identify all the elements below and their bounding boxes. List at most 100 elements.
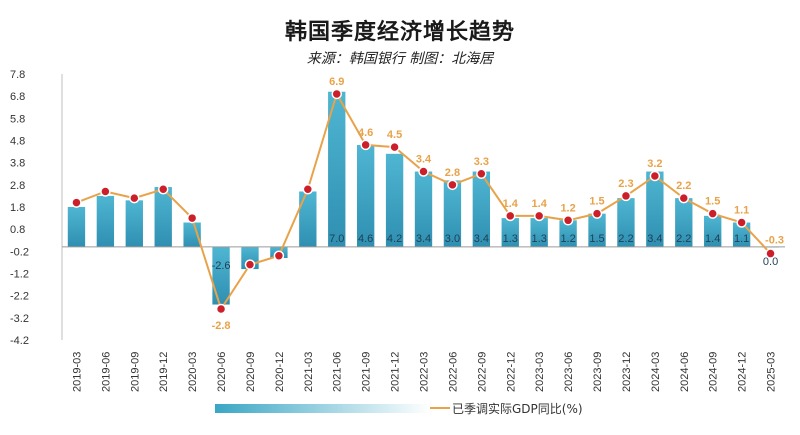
- line-data-label: 1.5: [705, 196, 720, 208]
- x-tick-label: 2020-03: [187, 352, 199, 392]
- bar: [67, 207, 86, 247]
- x-tick-label: 2024-09: [708, 352, 720, 392]
- bar: [588, 213, 606, 247]
- line-data-label: -0.3: [765, 235, 784, 247]
- x-tick-label: 2023-06: [563, 352, 575, 392]
- line-point: [389, 141, 400, 153]
- bar: [328, 91, 346, 247]
- bar: [443, 180, 462, 247]
- bar: [530, 218, 548, 247]
- x-tick-label: 2019-09: [129, 352, 141, 392]
- bar-data-label: 0.0: [763, 256, 778, 268]
- bar-data-label: 1.3: [503, 233, 518, 245]
- line-data-label: 3.2: [647, 158, 662, 170]
- line-point: [620, 190, 632, 202]
- line-point: [331, 88, 342, 100]
- line-point: [215, 303, 227, 315]
- x-tick-label: 2020-12: [274, 352, 286, 392]
- y-tick-label: 5.8: [10, 113, 25, 125]
- line-point: [533, 210, 545, 222]
- line-data-label: 4.5: [387, 129, 402, 141]
- bar: [414, 171, 433, 247]
- x-tick-label: 2021-12: [390, 352, 402, 392]
- y-tick-label: 6.8: [10, 91, 25, 103]
- line-point: [649, 170, 661, 182]
- line-point: [447, 179, 458, 191]
- line-data-label: 4.6: [358, 127, 373, 139]
- x-tick-label: 2024-03: [650, 352, 662, 392]
- bar: [646, 171, 664, 247]
- legend-line-label: 已季调实际GDP同比(%): [452, 401, 583, 416]
- y-tick-label: -4.2: [10, 335, 29, 347]
- legend: 已季调实际GDP同比(%): [215, 401, 583, 416]
- line-point: [678, 192, 690, 204]
- bar-data-label: 4.2: [387, 233, 402, 245]
- line-point: [505, 210, 516, 222]
- bar: [299, 191, 317, 247]
- line-point: [360, 139, 371, 151]
- y-tick-label: 3.8: [10, 158, 25, 170]
- y-tick-label: 2.8: [10, 180, 25, 192]
- line-data-label: 1.4: [532, 198, 548, 210]
- y-tick-label: -0.2: [10, 246, 29, 258]
- line-point: [591, 208, 603, 219]
- bar: [472, 171, 491, 247]
- y-tick-label: 4.8: [10, 136, 25, 148]
- line-data-label: 2.8: [445, 167, 460, 179]
- line-data-label: 3.4: [416, 154, 432, 166]
- bar-data-label: -2.6: [212, 260, 231, 272]
- line-data-label: 6.9: [329, 76, 344, 88]
- line-point: [186, 212, 198, 224]
- line-point: [273, 250, 285, 262]
- bar: [154, 187, 172, 247]
- line-point: [707, 208, 718, 219]
- line-point: [244, 259, 256, 270]
- y-tick-label: -1.2: [10, 269, 29, 281]
- y-tick-label: 1.8: [10, 202, 25, 214]
- x-tick-label: 2021-09: [361, 352, 373, 392]
- line-data-label: 1.1: [734, 205, 749, 217]
- x-tick-label: 2022-06: [447, 352, 459, 392]
- x-tick-label: 2020-06: [216, 352, 228, 392]
- line-point: [418, 166, 429, 177]
- line-point: [736, 217, 747, 228]
- x-tick-label: 2021-06: [332, 352, 344, 392]
- bar: [385, 153, 404, 247]
- bar: [617, 198, 635, 247]
- line-point: [476, 168, 487, 179]
- y-tick-label: -3.2: [10, 313, 29, 325]
- y-tick-label: 7.8: [10, 69, 25, 81]
- bar-data-label: 1.3: [532, 233, 547, 245]
- x-tick-label: 2022-12: [505, 352, 517, 392]
- bar-data-label: 7.0: [329, 233, 344, 245]
- bar-data-label: 1.4: [705, 233, 720, 245]
- x-tick-label: 2022-09: [476, 352, 488, 392]
- bar-data-label: 2.2: [676, 233, 691, 245]
- bar-data-label: 1.5: [589, 233, 604, 245]
- line-point: [100, 186, 111, 197]
- bar-data-label: 3.4: [416, 233, 431, 245]
- bar: [501, 218, 519, 247]
- chart-title: 韩国季度经济增长趋势: [284, 20, 515, 45]
- line-data-label: 2.3: [618, 178, 633, 190]
- line-data-label: 1.2: [560, 202, 575, 214]
- legend-bar-swatch: [215, 404, 430, 413]
- x-tick-label: 2023-12: [621, 352, 633, 392]
- line-point: [157, 184, 169, 195]
- bar-data-label: 1.1: [734, 233, 749, 245]
- line-point: [129, 192, 140, 204]
- bar: [559, 220, 577, 247]
- bar-data-label: 3.4: [647, 233, 662, 245]
- x-tick-label: 2024-12: [737, 352, 749, 392]
- line-data-label: 2.2: [676, 180, 691, 192]
- line-point: [562, 215, 574, 226]
- bar-data-label: 1.2: [560, 233, 575, 245]
- line-point: [71, 197, 82, 208]
- bar: [675, 198, 693, 247]
- bar: [704, 215, 722, 247]
- line-data-label: -2.8: [212, 320, 231, 332]
- bar-data-label: 3.4: [474, 233, 489, 245]
- x-axis: 2019-03 2019-06 2019-09 2019-12 2020-03 2020-…: [71, 352, 777, 392]
- line-series: -2.8 6.9 4.6 4.5 3.4 2.8 3.3 1.4 1.4 1.2 1.5 2.3 3.2…: [71, 76, 784, 332]
